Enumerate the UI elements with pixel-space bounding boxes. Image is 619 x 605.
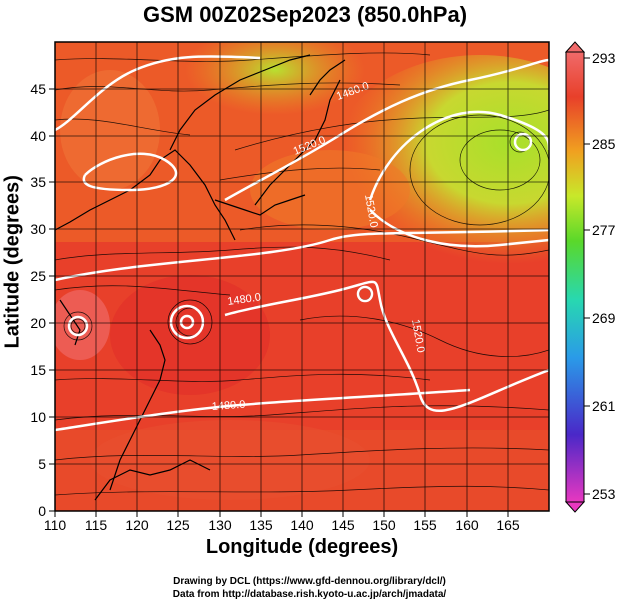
y-tick-label: 25 (30, 268, 46, 284)
x-tick-label: 140 (290, 517, 314, 533)
y-axis-tick-labels: 0 5 10 15 20 25 30 35 40 45 (30, 81, 46, 519)
contour-label: 1480.0 (211, 399, 245, 413)
colorbar-tick-label: 277 (592, 222, 616, 238)
x-tick-label: 125 (166, 517, 190, 533)
y-tick-label: 20 (30, 315, 46, 331)
x-tick-label: 145 (331, 517, 355, 533)
y-tick-label: 10 (30, 409, 46, 425)
colorbar-tick-label: 253 (592, 486, 616, 502)
y-tick-label: 0 (38, 503, 46, 519)
colorbar-tick-label: 269 (592, 310, 616, 326)
x-tick-label: 160 (455, 517, 479, 533)
y-tick-label: 30 (30, 221, 46, 237)
y-tick-label: 35 (30, 174, 46, 190)
y-tick-label: 5 (38, 456, 46, 472)
y-tick-label: 15 (30, 362, 46, 378)
y-tick-label: 40 (30, 128, 46, 144)
chart-title: GSM 00Z02Sep2023 (850.0hPa) (142, 2, 468, 27)
y-axis-ticks (49, 88, 55, 512)
contour-label: 1520.0 (409, 318, 427, 353)
colorbar-tick-label: 293 (592, 50, 616, 66)
colorbar-tick-label: 261 (592, 398, 616, 414)
contour-label: 1520.0 (362, 193, 380, 228)
x-tick-label: 150 (372, 517, 396, 533)
x-axis-ticks (54, 511, 509, 517)
x-axis-tick-labels: 110 115 120 125 130 135 140 145 150 155 … (44, 517, 520, 533)
x-tick-label: 165 (496, 517, 520, 533)
x-axis-label: Longitude (degrees) (205, 536, 399, 558)
x-tick-label: 135 (249, 517, 273, 533)
credit-data: Data from http://database.rish.kyoto-u.a… (172, 589, 447, 600)
contour-label: 1480.0 (227, 291, 262, 308)
x-tick-label: 110 (44, 517, 67, 533)
credit-drawing: Drawing by DCL (https://www.gfd-dennou.o… (173, 576, 446, 587)
y-tick-label: 45 (30, 81, 46, 97)
x-tick-label: 120 (125, 517, 149, 533)
x-tick-label: 115 (85, 517, 108, 533)
x-tick-label: 155 (413, 517, 437, 533)
colorbar-tick-label: 285 (592, 136, 616, 152)
temperature-field (55, 42, 549, 511)
colorbar: 293 285 277 269 261 253 (564, 41, 616, 513)
map-grid (55, 42, 549, 511)
x-tick-label: 130 (208, 517, 232, 533)
